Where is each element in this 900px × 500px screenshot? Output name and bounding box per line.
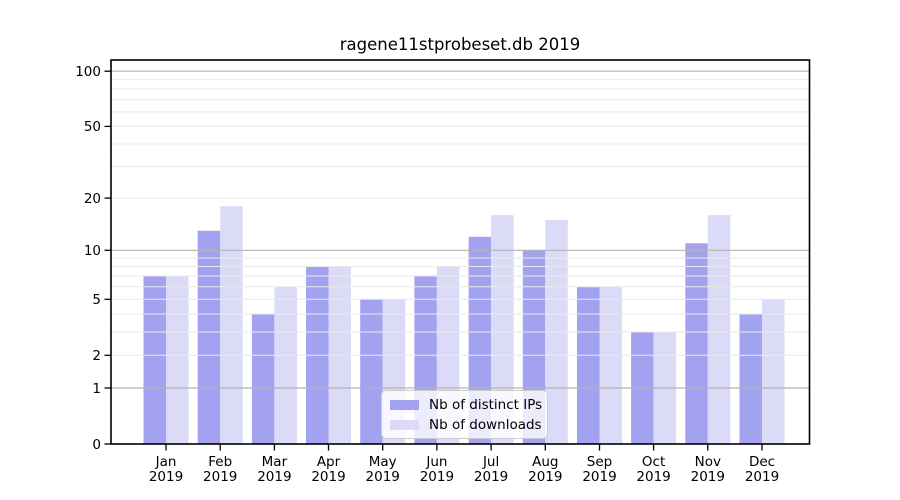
bar-downloads-jan bbox=[166, 276, 189, 444]
y-tick-label: 10 bbox=[84, 243, 101, 259]
bar-ips-feb bbox=[197, 230, 221, 444]
x-tick-label: Oct 2019 bbox=[636, 454, 670, 485]
x-tick-label: Mar 2019 bbox=[257, 454, 291, 485]
x-tick-label: May 2019 bbox=[366, 454, 400, 485]
legend-item-distinct-ips: Nb of distinct IPs bbox=[390, 397, 547, 413]
axes-layer bbox=[110, 59, 811, 445]
x-tick-label: Nov 2019 bbox=[691, 454, 725, 485]
ticks-layer bbox=[104, 70, 763, 451]
labels-layer: 0 1 2 5 10 20 50 100 Jan 2019 Feb 2019 Mar 2019 Apr 201… bbox=[75, 64, 779, 485]
bar-ips-jan bbox=[143, 276, 166, 444]
legend-label-distinct-ips: Nb of distinct IPs bbox=[429, 396, 543, 413]
legend-item-downloads: Nb of downloads bbox=[390, 417, 547, 433]
legend-label-downloads: Nb of downloads bbox=[429, 416, 542, 433]
x-tick-label: Jan 2019 bbox=[149, 454, 183, 485]
chart-title: ragene11stprobeset.db 2019 bbox=[340, 35, 580, 54]
bar-downloads-nov bbox=[707, 215, 731, 444]
y-tick-label: 5 bbox=[92, 292, 101, 308]
x-tick-label: Jun 2019 bbox=[420, 454, 454, 485]
bar-ips-mar bbox=[251, 314, 275, 444]
y-tick-label: 100 bbox=[75, 64, 101, 80]
y-tick-label: 1 bbox=[92, 381, 101, 397]
bar-downloads-mar bbox=[274, 286, 297, 444]
bar-ips-nov bbox=[685, 243, 708, 444]
bar-downloads-feb bbox=[220, 206, 243, 444]
bar-downloads-jul bbox=[491, 215, 514, 444]
bar-downloads-sep bbox=[599, 286, 622, 444]
y-tick-label: 0 bbox=[92, 437, 101, 453]
plot-border bbox=[110, 59, 811, 445]
x-tick-label: Feb 2019 bbox=[203, 454, 237, 485]
x-tick-label: Apr 2019 bbox=[311, 454, 345, 485]
x-tick-label: Aug 2019 bbox=[528, 454, 562, 485]
x-tick-label: Dec 2019 bbox=[745, 454, 779, 485]
legend-swatch-downloads bbox=[390, 419, 419, 430]
y-tick-label: 2 bbox=[92, 348, 101, 364]
y-tick-label: 50 bbox=[84, 119, 101, 135]
bar-downloads-dec bbox=[762, 299, 785, 444]
grid-layer bbox=[111, 70, 810, 389]
x-tick-label: Jul 2019 bbox=[474, 454, 508, 485]
y-tick-label: 20 bbox=[84, 191, 101, 207]
x-tick-label: Sep 2019 bbox=[582, 454, 616, 485]
bar-ips-sep bbox=[577, 286, 600, 444]
legend: Nb of distinct IPs Nb of downloads bbox=[381, 390, 548, 439]
legend-swatch-distinct-ips bbox=[390, 399, 419, 410]
bar-ips-may bbox=[360, 299, 383, 444]
bar-ips-dec bbox=[739, 314, 762, 444]
